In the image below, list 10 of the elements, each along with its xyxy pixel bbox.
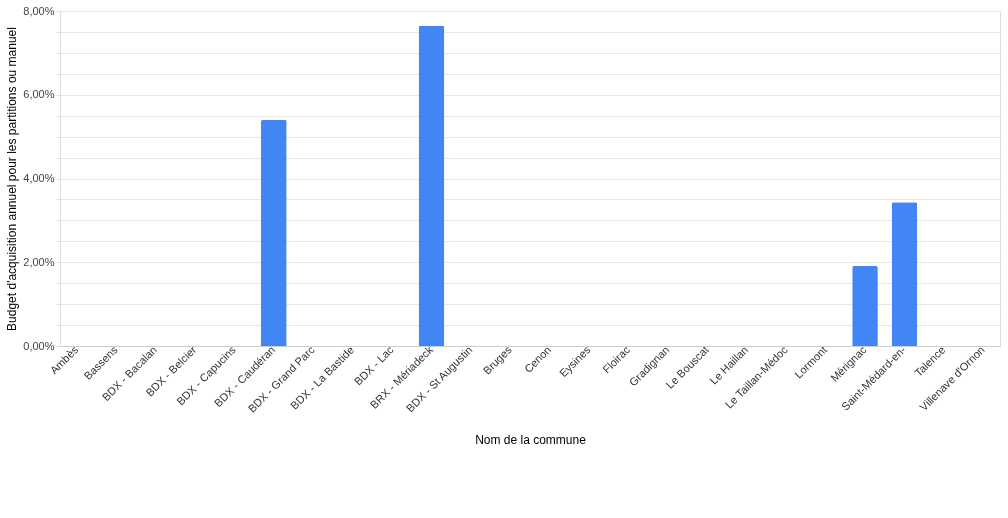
y-axis-title: Budget d'acquisition annuel pour les partitions ou manuel: [5, 27, 20, 331]
y-tick-label: 2,00%: [23, 255, 55, 268]
bar: [418, 25, 445, 346]
bar: [852, 266, 878, 346]
bar: [891, 202, 918, 346]
y-tick-label: 8,00%: [23, 4, 55, 17]
bar: [261, 119, 287, 346]
y-tick-label: 6,00%: [23, 88, 55, 101]
y-tick-label: 4,00%: [23, 172, 55, 184]
x-axis-title: Nom de la commune: [475, 432, 587, 447]
